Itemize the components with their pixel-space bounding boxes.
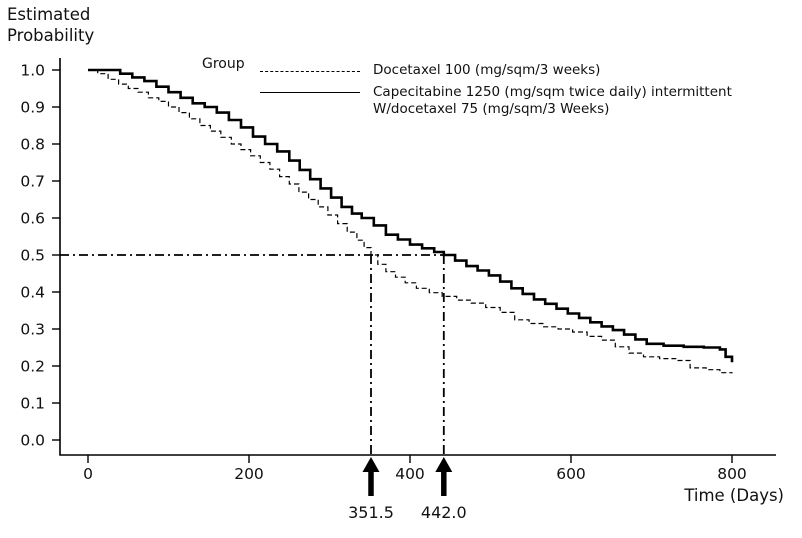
y-tick-label: 1.0 xyxy=(20,62,45,80)
legend-label-capecitabine-line2: W/docetaxel 75 (mg/sqm/3 Weeks) xyxy=(373,101,610,117)
legend-rows: Docetaxel 100 (mg/sqm/3 weeks) Capecitab… xyxy=(260,62,740,118)
legend-title: Group xyxy=(202,56,245,72)
legend-label-capecitabine-line1: Capecitabine 1250 (mg/sqm twice daily) i… xyxy=(373,84,732,100)
median-value-label: 351.5 xyxy=(348,503,394,522)
y-tick-label: 0.7 xyxy=(20,173,45,191)
y-tick-label: 0.1 xyxy=(20,395,45,413)
x-tick-label: 400 xyxy=(395,465,425,483)
y-axis-title-line2: Probability xyxy=(7,25,95,45)
y-axis-title: Estimated Probability xyxy=(7,5,94,46)
legend-label-capecitabine: Capecitabine 1250 (mg/sqm twice daily) i… xyxy=(373,84,732,118)
y-tick-label: 0.9 xyxy=(20,99,45,117)
y-tick-label: 0.8 xyxy=(20,136,45,154)
x-axis-title: Time (Days) xyxy=(684,486,784,505)
median-arrow-up-icon xyxy=(435,457,453,472)
y-axis-title-line1: Estimated xyxy=(7,5,91,24)
y-tick-label: 0.3 xyxy=(20,321,45,339)
median-value-label: 442.0 xyxy=(421,503,467,522)
y-tick-label: 0.5 xyxy=(20,247,45,265)
y-tick-label: 0.2 xyxy=(20,358,45,376)
x-tick-label: 200 xyxy=(234,465,264,483)
y-tick-label: 0.0 xyxy=(20,432,45,450)
median-arrow-up-icon xyxy=(362,457,380,472)
legend-dashed-line-icon xyxy=(260,71,360,72)
x-tick-label: 800 xyxy=(717,465,747,483)
x-tick-label: 0 xyxy=(83,465,93,483)
legend-solid-line-icon xyxy=(260,92,360,93)
x-tick-label: 600 xyxy=(556,465,586,483)
y-tick-label: 0.6 xyxy=(20,210,45,228)
legend-entry-docetaxel: Docetaxel 100 (mg/sqm/3 weeks) xyxy=(260,62,740,79)
legend-label-docetaxel: Docetaxel 100 (mg/sqm/3 weeks) xyxy=(373,62,601,78)
legend-entry-capecitabine: Capecitabine 1250 (mg/sqm twice daily) i… xyxy=(260,84,740,118)
series-curve-solid xyxy=(88,68,734,363)
axis-lines xyxy=(59,58,776,456)
y-tick-label: 0.4 xyxy=(20,284,45,302)
series-curve-dashed xyxy=(88,69,733,374)
